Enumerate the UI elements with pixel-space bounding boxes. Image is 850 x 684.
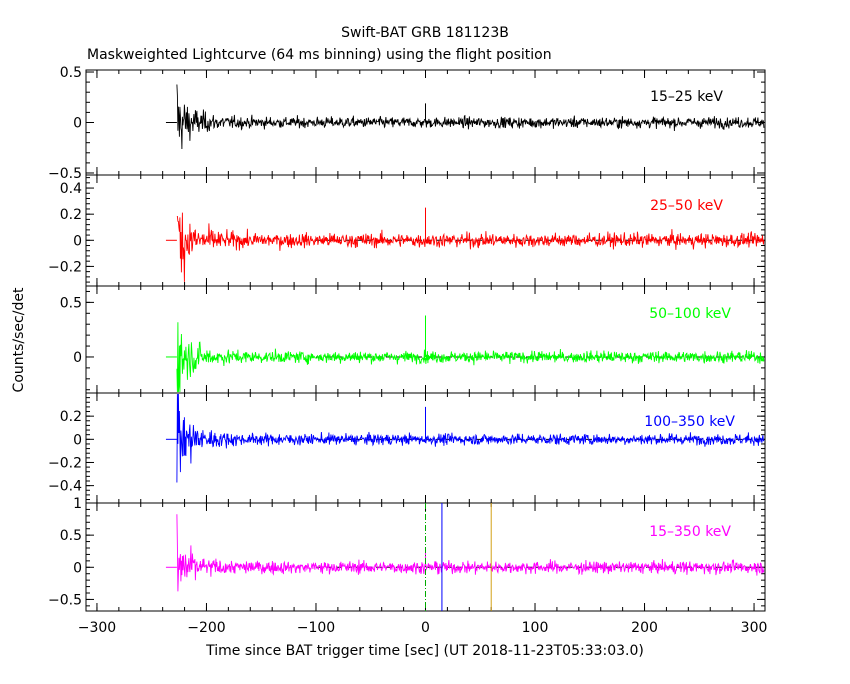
lightcurve-series bbox=[176, 84, 765, 150]
x-tick-label: 300 bbox=[741, 620, 768, 636]
y-tick-label: −0.4 bbox=[48, 479, 82, 495]
y-tick-label: −0.2 bbox=[48, 455, 82, 471]
y-tick-label: 0 bbox=[73, 560, 82, 576]
x-axis: −300 −200 −100 0 100 200 300 bbox=[78, 620, 768, 636]
band-label: 15–25 keV bbox=[650, 89, 723, 105]
y-tick-label: 0.5 bbox=[60, 65, 82, 81]
x-axis-label: Time since BAT trigger time [sec] (UT 20… bbox=[205, 643, 644, 659]
band-label: 100–350 keV bbox=[644, 414, 735, 430]
marker-lines-group bbox=[425, 503, 492, 611]
y-tick-label: 0.2 bbox=[60, 207, 82, 223]
y-tick-label: 0.4 bbox=[60, 181, 82, 197]
y-tick-label: 0 bbox=[73, 432, 82, 448]
y-tick-label: 1 bbox=[73, 496, 82, 512]
y-tick-label: −0.5 bbox=[48, 592, 82, 608]
y-tick-label: 0 bbox=[73, 116, 82, 132]
x-tick-label: 0 bbox=[421, 620, 430, 636]
y-tick-label: 0.5 bbox=[60, 528, 82, 544]
y-axis-label: Counts/sec/det bbox=[11, 287, 27, 392]
band-label: 25–50 keV bbox=[650, 198, 723, 214]
lightcurve-series bbox=[176, 393, 765, 483]
panel-1: −0.5 0 0.5 15–25 keV bbox=[48, 65, 766, 182]
x-tick-label: −300 bbox=[78, 620, 116, 636]
y-tick-label: −0.2 bbox=[48, 259, 82, 275]
x-tick-label: −200 bbox=[187, 620, 225, 636]
lightcurve-series bbox=[176, 514, 765, 592]
x-tick-label: 200 bbox=[631, 620, 658, 636]
x-tick-label: −100 bbox=[297, 620, 335, 636]
panels-group: −0.5 0 0.5 15–25 keV −0.2 0 0.2 0.4 25–50 keV 0 0.… bbox=[48, 65, 766, 612]
chart-subtitle: Maskweighted Lightcurve (64 ms binning) … bbox=[87, 47, 552, 63]
y-tick-label: 0 bbox=[73, 350, 82, 366]
x-tick-label: 100 bbox=[522, 620, 549, 636]
panel-4: −0.4 −0.2 0 0.2 100–350 keV bbox=[48, 392, 766, 504]
lightcurve-series bbox=[176, 212, 765, 282]
y-tick-label: 0.2 bbox=[60, 409, 82, 425]
band-label: 50–100 keV bbox=[649, 306, 731, 322]
y-tick-label: 0.5 bbox=[60, 295, 82, 311]
band-label: 15–350 keV bbox=[649, 524, 731, 540]
y-tick-label: −0.5 bbox=[48, 166, 82, 182]
panel-5: −0.5 0 0.5 1 15–350 keV bbox=[48, 496, 766, 612]
y-tick-label: 0 bbox=[73, 233, 82, 249]
panel-3: 0 0.5 50–100 keV bbox=[60, 285, 766, 394]
chart-title: Swift-BAT GRB 181123B bbox=[341, 25, 509, 41]
lightcurve-series bbox=[176, 322, 765, 393]
panel-2: −0.2 0 0.2 0.4 25–50 keV bbox=[48, 174, 766, 287]
